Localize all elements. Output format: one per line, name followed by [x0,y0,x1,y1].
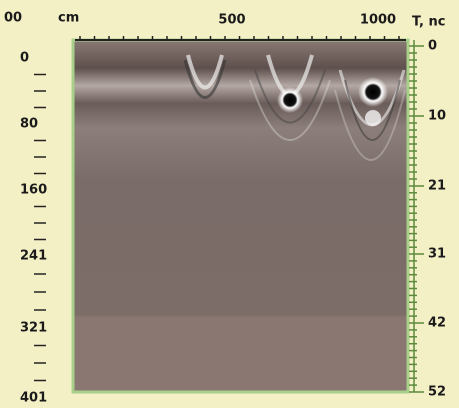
time-label: 42 [428,316,446,331]
depth-label: 0 [20,51,29,66]
depth-label: 241 [20,249,47,264]
depth-label: 00 [4,11,22,26]
top-label: cm [58,11,79,26]
time-label: 10 [428,109,446,124]
top-label: 1000 [360,13,396,28]
depth-label: 80 [20,117,38,132]
depth-label: 160 [20,183,47,198]
radargram-image [71,38,410,394]
time-label: 0 [428,39,437,54]
depth-label: 401 [20,391,47,406]
time-label: 52 [428,385,446,400]
time-label: 31 [428,247,446,262]
right-axis: 0 10 21 31 42 52 [409,39,446,400]
reflections [183,54,406,161]
top-label: 500 [218,13,245,28]
depth-label: 321 [20,321,47,336]
top-label: T, nc [412,15,445,30]
time-label: 21 [428,179,446,194]
